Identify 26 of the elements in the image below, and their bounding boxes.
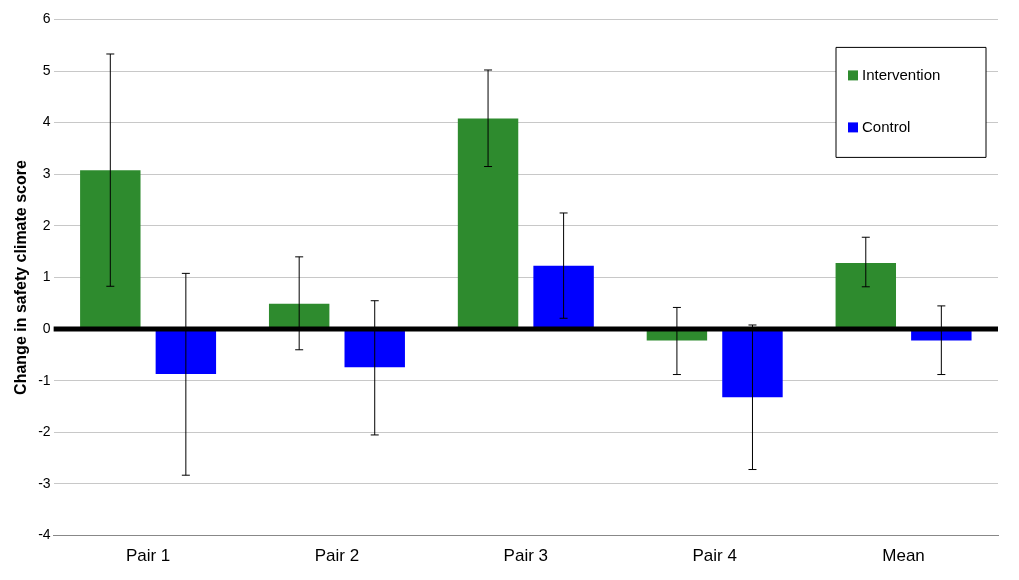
y-tick-label: 5	[42, 61, 51, 78]
y-axis-title: Change in safety climate score	[12, 160, 30, 395]
bar	[722, 329, 783, 398]
bar	[533, 265, 594, 329]
y-tick-label: -3	[38, 474, 51, 491]
bar	[835, 263, 897, 329]
y-tick-label: 4	[42, 113, 51, 130]
y-tick-label: -2	[38, 423, 51, 440]
x-tick-label: Pair 3	[503, 546, 549, 566]
x-tick-label: Pair 4	[692, 546, 737, 566]
x-tick-label: Pair 1	[125, 546, 171, 566]
bar	[155, 329, 217, 375]
legend-label: Intervention	[862, 65, 941, 83]
x-tick-label: Pair 2	[314, 546, 360, 566]
legend-label: Control	[862, 117, 911, 135]
bar	[457, 118, 519, 329]
x-tick-label: Mean	[882, 546, 925, 566]
y-tick-label: 3	[42, 165, 51, 182]
y-tick-label: -4	[38, 526, 51, 543]
y-tick-label: 2	[42, 216, 51, 233]
y-tick-label: 6	[42, 10, 51, 27]
bar	[80, 170, 141, 329]
y-tick-label: 0	[42, 319, 51, 336]
y-tick-label: -1	[38, 371, 51, 388]
bar	[344, 329, 405, 368]
y-tick-label: 1	[42, 268, 51, 285]
